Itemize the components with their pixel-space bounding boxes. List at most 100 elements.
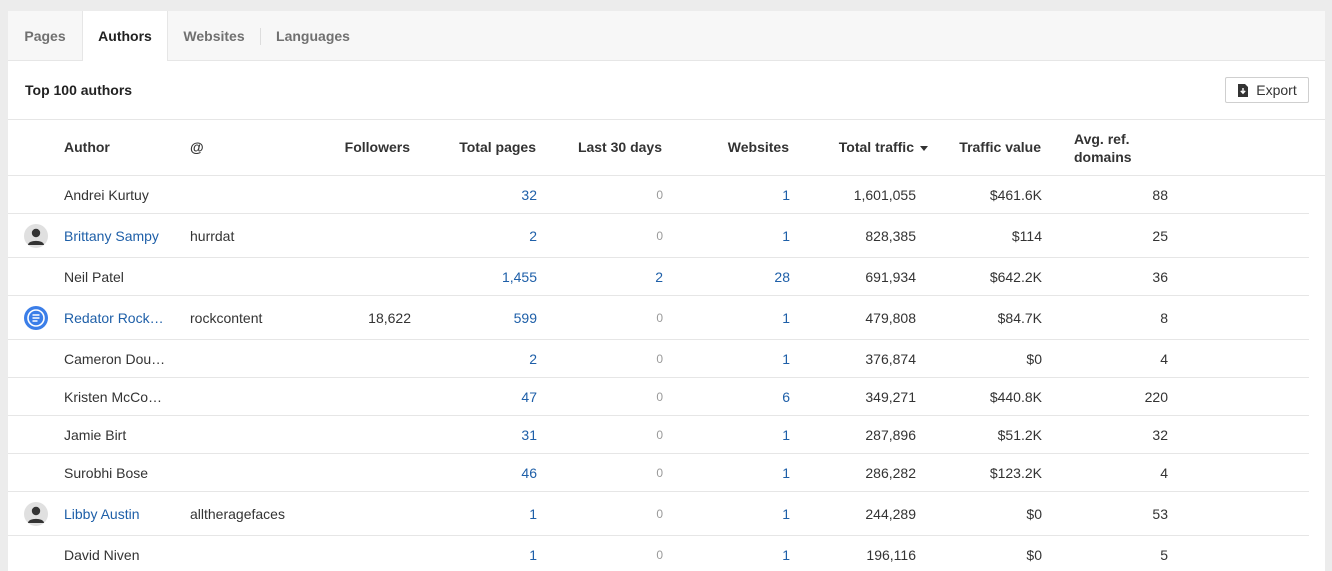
last-30-days-value[interactable]: 0 bbox=[656, 351, 663, 366]
websites-value[interactable]: 1 bbox=[782, 227, 790, 244]
websites-value[interactable]: 1 bbox=[782, 350, 790, 367]
followers-value bbox=[278, 378, 411, 415]
column-avg-ref-domains[interactable]: Avg. ref. domains bbox=[1074, 130, 1132, 166]
total-traffic-label: Total traffic bbox=[838, 139, 914, 155]
column-traffic-value[interactable]: Traffic value bbox=[959, 139, 1041, 155]
avg-ref-domains-value: 53 bbox=[1152, 505, 1168, 522]
followers-value bbox=[278, 176, 411, 213]
avg-ref-domains-value: 36 bbox=[1152, 268, 1168, 285]
export-button[interactable]: Export bbox=[1225, 77, 1309, 103]
table-row: Kristen McCo… 47 0 6 349,271 $440.8K 220 bbox=[8, 378, 1309, 416]
last-30-days-value[interactable]: 0 bbox=[656, 427, 663, 442]
total-pages-value[interactable]: 46 bbox=[521, 464, 537, 481]
tab-pages[interactable]: Pages bbox=[24, 28, 66, 44]
last-30-days-value[interactable]: 0 bbox=[656, 310, 663, 325]
followers-value bbox=[278, 214, 411, 257]
total-pages-value[interactable]: 1 bbox=[529, 505, 537, 522]
last-30-days-value[interactable]: 2 bbox=[655, 268, 663, 285]
last-30-days-value[interactable]: 0 bbox=[656, 187, 663, 202]
table-header: Author @ Followers Total pages Last 30 d… bbox=[8, 120, 1325, 176]
avg-ref-domains-value: 32 bbox=[1152, 426, 1168, 443]
websites-value[interactable]: 1 bbox=[782, 186, 790, 203]
total-traffic-value: 287,896 bbox=[865, 426, 916, 443]
total-pages-value[interactable]: 32 bbox=[521, 186, 537, 203]
column-author[interactable]: Author bbox=[64, 139, 110, 155]
section-title: Top 100 authors bbox=[25, 82, 133, 98]
author-name[interactable]: Kristen McCo… bbox=[64, 388, 163, 405]
total-traffic-value: 349,271 bbox=[865, 388, 916, 405]
author-name[interactable]: Surobhi Bose bbox=[64, 464, 149, 481]
table-row: Libby Austin alltheragefaces 1 0 1 244,2… bbox=[8, 492, 1309, 536]
last-30-days-value[interactable]: 0 bbox=[656, 389, 663, 404]
tab-authors[interactable]: Authors bbox=[82, 11, 168, 61]
followers-value: 18,622 bbox=[368, 309, 411, 326]
author-name[interactable]: Jamie Birt bbox=[64, 426, 127, 443]
document-avatar-icon bbox=[24, 305, 48, 330]
column-total-traffic[interactable]: Total traffic bbox=[839, 139, 928, 155]
author-name[interactable]: Andrei Kurtuy bbox=[64, 186, 149, 203]
author-handle[interactable]: alltheragefaces bbox=[190, 505, 285, 522]
author-name[interactable]: Redator Rock… bbox=[64, 309, 164, 326]
author-name[interactable]: David Niven bbox=[64, 546, 140, 563]
last-30-days-value[interactable]: 0 bbox=[656, 465, 663, 480]
author-name[interactable]: Libby Austin bbox=[64, 505, 140, 522]
download-icon bbox=[1237, 83, 1249, 97]
websites-value[interactable]: 1 bbox=[782, 505, 790, 522]
websites-value[interactable]: 1 bbox=[782, 426, 790, 443]
column-followers[interactable]: Followers bbox=[344, 139, 410, 155]
tab-languages[interactable]: Languages bbox=[276, 28, 350, 44]
total-pages-value[interactable]: 1 bbox=[529, 546, 537, 563]
total-traffic-value: 1,601,055 bbox=[853, 186, 916, 203]
author-name[interactable]: Brittany Sampy bbox=[64, 227, 159, 244]
author-name[interactable]: Cameron Dou… bbox=[64, 350, 164, 367]
websites-value[interactable]: 1 bbox=[782, 309, 790, 326]
avg-ref-domains-value: 220 bbox=[1144, 388, 1168, 405]
avg-ref-domains-value: 4 bbox=[1160, 350, 1168, 367]
author-handle[interactable]: hurrdat bbox=[190, 227, 235, 244]
author-name[interactable]: Neil Patel bbox=[64, 268, 124, 285]
table-row: Redator Rock… rockcontent 18,622 599 0 1… bbox=[8, 296, 1309, 340]
total-traffic-value: 244,289 bbox=[865, 505, 916, 522]
avg-ref-domains-line1: Avg. ref. bbox=[1074, 131, 1130, 147]
tab-divider bbox=[260, 28, 261, 45]
traffic-value-value: $0 bbox=[1026, 350, 1042, 367]
table-row: Jamie Birt 31 0 1 287,896 $51.2K 32 bbox=[8, 416, 1309, 454]
table-row: David Niven 1 0 1 196,116 $0 5 bbox=[8, 536, 1309, 571]
total-traffic-value: 691,934 bbox=[865, 268, 916, 285]
tab-bar: Pages Authors Websites Languages bbox=[8, 11, 1325, 61]
total-pages-value[interactable]: 31 bbox=[521, 426, 537, 443]
traffic-value-value: $642.2K bbox=[989, 268, 1042, 285]
total-pages-value[interactable]: 599 bbox=[513, 309, 537, 326]
total-pages-value[interactable]: 47 bbox=[521, 388, 537, 405]
last-30-days-value[interactable]: 0 bbox=[656, 547, 663, 562]
column-total-pages[interactable]: Total pages bbox=[459, 139, 536, 155]
last-30-days-value[interactable]: 0 bbox=[656, 506, 663, 521]
total-traffic-value: 286,282 bbox=[865, 464, 916, 481]
table-body: Andrei Kurtuy 32 0 1 1,601,055 $461.6K 8… bbox=[8, 176, 1325, 571]
authors-panel: Pages Authors Websites Languages Top 100… bbox=[8, 11, 1325, 571]
table-row: Brittany Sampy hurrdat 2 0 1 828,385 $11… bbox=[8, 214, 1309, 258]
traffic-value-value: $0 bbox=[1026, 505, 1042, 522]
total-traffic-value: 376,874 bbox=[865, 350, 916, 367]
total-pages-value[interactable]: 1,455 bbox=[501, 268, 537, 285]
author-handle[interactable]: rockcontent bbox=[190, 309, 263, 326]
table-row: Andrei Kurtuy 32 0 1 1,601,055 $461.6K 8… bbox=[8, 176, 1309, 214]
followers-value bbox=[278, 454, 411, 491]
column-last-30-days[interactable]: Last 30 days bbox=[577, 139, 662, 155]
websites-value[interactable]: 1 bbox=[782, 546, 790, 563]
last-30-days-value[interactable]: 0 bbox=[656, 228, 663, 243]
column-handle[interactable]: @ bbox=[190, 139, 204, 155]
traffic-value-value: $440.8K bbox=[989, 388, 1042, 405]
total-pages-value[interactable]: 2 bbox=[529, 350, 537, 367]
websites-value[interactable]: 6 bbox=[782, 388, 790, 405]
websites-value[interactable]: 1 bbox=[782, 464, 790, 481]
column-websites[interactable]: Websites bbox=[727, 139, 789, 155]
followers-value bbox=[278, 492, 411, 535]
websites-value[interactable]: 28 bbox=[774, 268, 790, 285]
total-pages-value[interactable]: 2 bbox=[529, 227, 537, 244]
table-toolbar: Top 100 authors Export bbox=[8, 61, 1325, 120]
followers-value bbox=[278, 258, 411, 295]
total-traffic-value: 828,385 bbox=[865, 227, 916, 244]
tab-websites[interactable]: Websites bbox=[183, 28, 245, 44]
avg-ref-domains-value: 88 bbox=[1152, 186, 1168, 203]
